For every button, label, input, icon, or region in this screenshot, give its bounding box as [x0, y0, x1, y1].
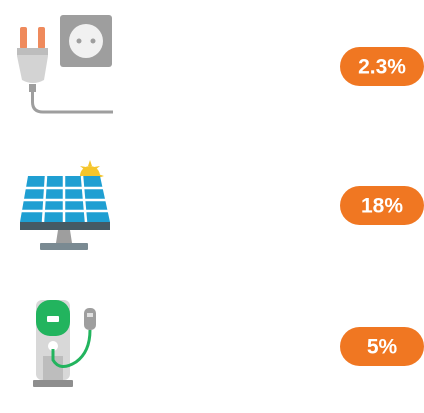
badge-label: 18% [361, 195, 403, 218]
badge-label: 2.3% [358, 56, 406, 79]
badge-label: 5% [367, 336, 398, 359]
solar-panel-icon [20, 160, 110, 250]
badge: 5% [340, 327, 424, 366]
badge: 2.3% [340, 47, 424, 86]
plug-icon [17, 15, 113, 114]
badge: 18% [340, 186, 424, 225]
ev-charger-icon [33, 300, 96, 387]
